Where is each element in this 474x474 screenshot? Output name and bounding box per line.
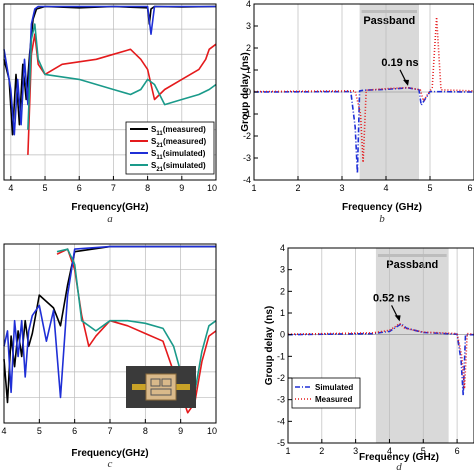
y-tick-label: -3 [243,153,251,163]
x-tick-label: 7 [111,183,116,193]
x-tick-label: 9 [178,426,183,436]
y-tick-label: 0 [280,330,285,340]
x-tick-label: 8 [145,183,150,193]
x-tick-label: 6 [77,183,82,193]
passband-label: Passband [363,15,415,27]
passband-region [375,248,449,443]
x-tick-label: 8 [143,426,148,436]
x-tick-label: 4 [1,426,6,436]
y-tick-label: -1 [277,351,285,361]
legend-entry: S21(measured) [151,137,206,149]
legend-entry-base: S [151,125,157,134]
y-tick-label: -4 [277,416,285,426]
panel-caption: c [108,458,113,470]
plot-frame [287,247,474,444]
legend-entry-suffix: (measured) [163,125,206,134]
x-tick-label: 7 [107,426,112,436]
x-tick-label: 3 [353,446,358,456]
legend-entry: S21(simulated) [151,161,206,173]
y-tick-label: 4 [280,243,285,253]
series-line-s11-simulated- [3,5,216,136]
x-tick-label: 5 [421,446,426,456]
x-axis-label: Frequency(GHz) [71,202,148,213]
x-tick-label: 4 [8,183,13,193]
legend-entry-sub: 21 [156,167,163,173]
legend-entry: Simulated [315,383,353,392]
series-line-s21-simulated- [56,248,217,404]
annotation-arrowhead [394,315,401,322]
x-axis-label: Frequency(GHz) [71,448,148,459]
inset-resonator [150,388,172,396]
x-tick-label: 1 [251,183,256,193]
x-tick-label: 4 [383,183,388,193]
legend-entry-suffix: (measured) [163,137,206,146]
y-tick-label: -3 [277,395,285,405]
y-tick-label: -4 [243,175,251,185]
series-line-simulated [287,322,474,397]
annotation-arrowhead [403,79,409,86]
legend-entry-suffix: (simulated) [163,161,206,170]
legend-entry-sub: 11 [156,155,163,161]
y-tick-label: 3 [246,21,251,31]
legend-entry: S11(simulated) [151,149,206,161]
x-tick-label: 1 [285,446,290,456]
legend-entry: Measured [315,395,352,404]
y-tick-label: -5 [277,438,285,448]
x-tick-label: 3 [339,183,344,193]
series-line-s21-simulated- [27,23,217,130]
passband-label: Passband [386,259,438,271]
x-tick-label: 9 [179,183,184,193]
legend-box [291,377,361,409]
x-tick-label: 2 [295,183,300,193]
x-axis-label: Frequency (GHz) [342,202,422,213]
legend-entry-base: S [151,161,157,170]
series-line-s21-measured- [27,33,217,155]
y-tick-label: -2 [277,373,285,383]
y-tick-label: 3 [280,265,285,275]
x-tick-label: 6 [72,426,77,436]
x-tick-label: 10 [207,426,217,436]
x-tick-label: 5 [43,183,48,193]
y-tick-label: 1 [280,308,285,318]
y-axis-label: Group delay (ns) [264,306,275,385]
y-tick-label: 0 [246,87,251,97]
legend-entry-sub: 11 [156,131,163,137]
legend-entry-suffix: (simulated) [163,149,206,158]
y-tick-label: 4 [246,0,251,9]
series-line-s11-measured- [3,5,217,136]
annotation-label: 0.19 ns [381,57,418,69]
x-tick-label: 10 [207,183,217,193]
annotation-label: 0.52 ns [373,292,410,304]
y-axis-label: Group delay (ns) [240,52,251,131]
x-axis-label: Frequency (GHz) [359,452,439,463]
panel-caption: a [107,213,113,225]
x-tick-label: 4 [387,446,392,456]
y-tick-label: -2 [243,131,251,141]
legend-entry-base: S [151,149,157,158]
series-line-s11-simulated- [3,245,216,399]
y-tick-label: 1 [246,65,251,75]
x-tick-label: 5 [37,426,42,436]
x-tick-label: 6 [467,183,472,193]
y-tick-label: 2 [280,286,285,296]
y-tick-label: -1 [243,109,251,119]
plot-frame [3,3,217,181]
x-tick-label: 5 [427,183,432,193]
y-tick-label: 2 [246,43,251,53]
inset-resonator [161,378,172,387]
inset-resonator [150,378,161,387]
legend-entry-sub: 21 [156,143,163,149]
legend-entry: S11(measured) [151,125,206,137]
passband-bar [377,254,447,257]
legend-box [125,121,215,175]
panel-caption: d [396,461,402,473]
legend-entry-base: S [151,137,157,146]
panel-caption: b [379,213,385,225]
passband-bar [361,10,417,13]
x-tick-label: 2 [319,446,324,456]
x-tick-label: 6 [455,446,460,456]
inset-board [145,373,177,401]
